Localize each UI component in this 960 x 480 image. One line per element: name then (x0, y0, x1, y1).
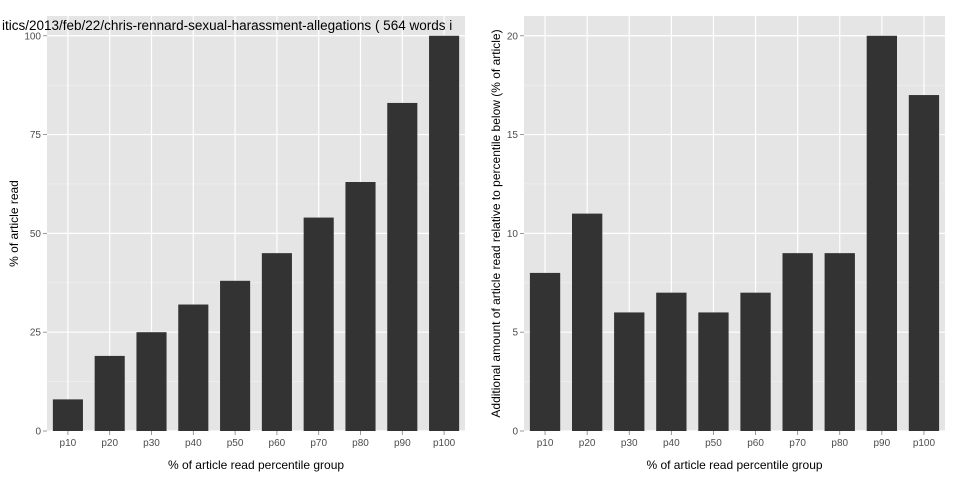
bar-p20 (571, 213, 603, 431)
y-tick-label: 75 (30, 130, 42, 141)
bar-p70 (303, 217, 334, 431)
x-tick-label: p20 (101, 438, 118, 449)
bar-p50 (220, 280, 251, 431)
x-tick-label: p20 (579, 438, 596, 449)
bar-p60 (261, 253, 292, 431)
bar-p40 (656, 292, 687, 431)
y-tick-label: 0 (35, 427, 41, 438)
left-y-ticks: 0 25 50 75 100 (24, 31, 47, 438)
left-y-axis-label: % of article read (7, 180, 21, 267)
y-tick-label: 0 (512, 427, 518, 438)
x-tick-label: p100 (913, 438, 936, 449)
y-tick-label: 20 (507, 31, 519, 42)
bar-p100 (908, 95, 940, 432)
y-tick-label: 100 (24, 31, 41, 42)
bar-p10 (52, 399, 83, 431)
y-tick-label: 50 (30, 229, 42, 240)
bar-p30 (136, 332, 167, 431)
y-tick-label: 5 (512, 328, 518, 339)
x-tick-label: p40 (185, 438, 202, 449)
left-chart-title: itics/2013/feb/22/chris-rennard-sexual-h… (2, 18, 452, 33)
x-tick-label: p90 (394, 438, 411, 449)
bar-p90 (866, 35, 898, 432)
x-tick-label: p50 (705, 438, 722, 449)
x-tick-label: p60 (269, 438, 286, 449)
right-y-axis-label: Additional amount of article read relati… (489, 29, 503, 417)
x-tick-label: p30 (143, 438, 160, 449)
bar-p50 (698, 312, 729, 431)
x-tick-label: p90 (874, 438, 891, 449)
x-tick-label: p50 (227, 438, 244, 449)
x-tick-label: p60 (747, 438, 764, 449)
bar-p90 (387, 102, 418, 431)
x-tick-label: p40 (663, 438, 680, 449)
y-tick-label: 10 (507, 229, 519, 240)
right-chart-panel: 0 5 10 15 20 p10 p20 p30 p40 p50 p60 p70 p80 p90 p100… (489, 16, 945, 472)
left-x-axis-label: % of article read percentile group (168, 458, 344, 472)
x-tick-label: p70 (789, 438, 806, 449)
bar-p20 (94, 355, 125, 431)
bar-p80 (345, 182, 376, 431)
x-tick-label: p80 (352, 438, 369, 449)
right-x-ticks: p10 p20 p30 p40 p50 p60 p70 p80 p90 p100 (537, 431, 936, 449)
bar-p30 (614, 312, 645, 431)
right-x-axis-label: % of article read percentile group (646, 458, 822, 472)
x-tick-label: p80 (831, 438, 848, 449)
bar-p60 (740, 292, 771, 431)
y-tick-label: 15 (507, 130, 519, 141)
right-y-ticks: 0 5 10 15 20 (507, 31, 524, 438)
x-tick-label: p30 (621, 438, 638, 449)
left-bars (52, 35, 460, 432)
x-tick-label: p100 (433, 438, 456, 449)
bar-p100 (429, 35, 460, 432)
bar-p40 (178, 304, 209, 431)
right-bars (529, 35, 940, 432)
bar-p80 (824, 253, 855, 431)
y-tick-label: 25 (30, 328, 42, 339)
bar-p10 (529, 272, 561, 431)
bar-p70 (782, 253, 813, 431)
x-tick-label: p10 (537, 438, 554, 449)
x-tick-label: p10 (60, 438, 77, 449)
left-x-ticks: p10 p20 p30 p40 p50 p60 p70 p80 p90 p100 (60, 431, 456, 449)
x-tick-label: p70 (310, 438, 327, 449)
